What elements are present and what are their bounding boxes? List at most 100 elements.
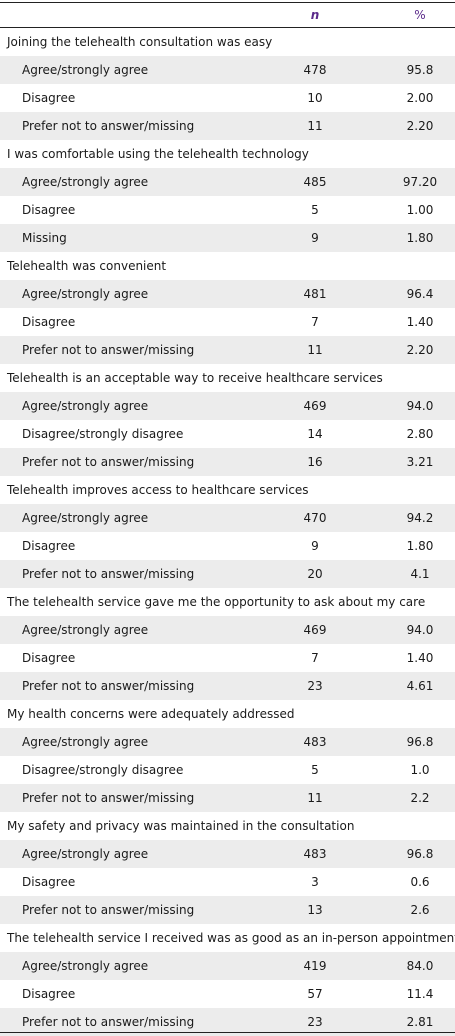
count-cell: 11 (307, 343, 323, 357)
section-row: I was comfortable using the telehealth t… (0, 140, 455, 168)
table-row: Agree/strongly agree 481 96.4 (0, 280, 455, 308)
response-label: Prefer not to answer/missing (22, 791, 195, 805)
response-label: Agree/strongly agree (22, 735, 149, 749)
response-label: Agree/strongly agree (22, 287, 149, 301)
percent-cell: 1.0 (410, 763, 430, 777)
count-cell: 10 (307, 91, 323, 105)
table-row: Disagree 57 11.4 (0, 980, 455, 1008)
section-row: The telehealth service I received was as… (0, 924, 455, 952)
percent-cell: 94.0 (406, 623, 434, 637)
percent-cell: 2.81 (406, 1015, 434, 1029)
percent-cell: 4.1 (410, 567, 430, 581)
response-label: Disagree/strongly disagree (22, 427, 184, 441)
table-row: Agree/strongly agree 483 96.8 (0, 840, 455, 868)
response-label: Prefer not to answer/missing (22, 1015, 195, 1029)
table-row: Disagree 9 1.80 (0, 532, 455, 560)
response-label: Agree/strongly agree (22, 623, 149, 637)
section-title: I was comfortable using the telehealth t… (7, 147, 309, 161)
response-label: Disagree (22, 315, 76, 329)
response-label: Agree/strongly agree (22, 511, 149, 525)
table-row: Disagree 5 1.00 (0, 196, 455, 224)
percent-cell: 2.20 (406, 343, 434, 357)
count-cell: 7 (311, 315, 319, 329)
percent-cell: 1.80 (406, 539, 434, 553)
response-label: Agree/strongly agree (22, 63, 149, 77)
count-cell: 20 (307, 567, 323, 581)
percent-cell: 96.8 (406, 735, 434, 749)
response-label: Disagree (22, 203, 76, 217)
percent-cell: 3.21 (406, 455, 434, 469)
count-cell: 57 (307, 987, 323, 1001)
section-title: The telehealth service I received was as… (7, 931, 455, 945)
percent-cell: 2.20 (406, 119, 434, 133)
response-label: Disagree (22, 987, 76, 1001)
table-row: Disagree 7 1.40 (0, 308, 455, 336)
count-cell: 483 (303, 735, 327, 749)
section-title: Telehealth is an acceptable way to recei… (7, 371, 383, 385)
table-header-rule (0, 27, 455, 28)
table-row: Agree/strongly agree 469 94.0 (0, 616, 455, 644)
header-percent: % (414, 8, 426, 22)
count-cell: 481 (303, 287, 327, 301)
table-row: Prefer not to answer/missing 11 2.2 (0, 784, 455, 812)
response-label: Prefer not to answer/missing (22, 455, 195, 469)
percent-cell: 11.4 (406, 987, 434, 1001)
section-row: My health concerns were adequately addre… (0, 700, 455, 728)
count-cell: 5 (311, 763, 319, 777)
section-row: My safety and privacy was maintained in … (0, 812, 455, 840)
count-cell: 16 (307, 455, 323, 469)
percent-cell: 4.61 (406, 679, 434, 693)
percent-cell: 96.8 (406, 847, 434, 861)
response-label: Prefer not to answer/missing (22, 903, 195, 917)
response-label: Disagree (22, 651, 76, 665)
response-label: Prefer not to answer/missing (22, 567, 195, 581)
section-title: My safety and privacy was maintained in … (7, 819, 355, 833)
table-row: Disagree 10 2.00 (0, 84, 455, 112)
count-cell: 14 (307, 427, 323, 441)
count-cell: 485 (303, 175, 327, 189)
percent-cell: 2.00 (406, 91, 434, 105)
count-cell: 470 (303, 511, 327, 525)
response-label: Disagree (22, 875, 76, 889)
percent-cell: 2.6 (410, 903, 430, 917)
response-label: Prefer not to answer/missing (22, 119, 195, 133)
table-row: Prefer not to answer/missing 23 4.61 (0, 672, 455, 700)
response-label: Prefer not to answer/missing (22, 343, 195, 357)
response-label: Agree/strongly agree (22, 175, 149, 189)
table-row: Disagree 7 1.40 (0, 644, 455, 672)
section-title: Joining the telehealth consultation was … (7, 35, 273, 49)
count-cell: 9 (311, 539, 319, 553)
response-label: Agree/strongly agree (22, 959, 149, 973)
table-row: Prefer not to answer/missing 20 4.1 (0, 560, 455, 588)
percent-cell: 1.00 (406, 203, 434, 217)
response-label: Disagree (22, 91, 76, 105)
count-cell: 13 (307, 903, 323, 917)
percent-cell: 1.40 (406, 315, 434, 329)
table-row: Agree/strongly agree 470 94.2 (0, 504, 455, 532)
section-row: The telehealth service gave me the oppor… (0, 588, 455, 616)
header-n: n (310, 8, 320, 22)
percent-cell: 2.2 (410, 791, 430, 805)
table-row: Disagree/strongly disagree 14 2.80 (0, 420, 455, 448)
count-cell: 3 (311, 875, 319, 889)
table-bottom-rule (0, 1032, 455, 1033)
table-row: Disagree 3 0.6 (0, 868, 455, 896)
percent-cell: 2.80 (406, 427, 434, 441)
response-label: Prefer not to answer/missing (22, 679, 195, 693)
percent-cell: 95.8 (406, 63, 434, 77)
count-cell: 469 (303, 399, 327, 413)
response-label: Disagree (22, 539, 76, 553)
section-row: Telehealth was convenient (0, 252, 455, 280)
count-cell: 23 (307, 679, 323, 693)
response-label: Disagree/strongly disagree (22, 763, 184, 777)
percent-cell: 84.0 (406, 959, 434, 973)
count-cell: 23 (307, 1015, 323, 1029)
count-cell: 478 (303, 63, 327, 77)
table-row: Prefer not to answer/missing 11 2.20 (0, 112, 455, 140)
count-cell: 419 (303, 959, 327, 973)
section-row: Telehealth improves access to healthcare… (0, 476, 455, 504)
section-title: The telehealth service gave me the oppor… (7, 595, 426, 609)
response-label: Missing (22, 231, 67, 245)
count-cell: 5 (311, 203, 319, 217)
section-title: Telehealth was convenient (7, 259, 167, 273)
